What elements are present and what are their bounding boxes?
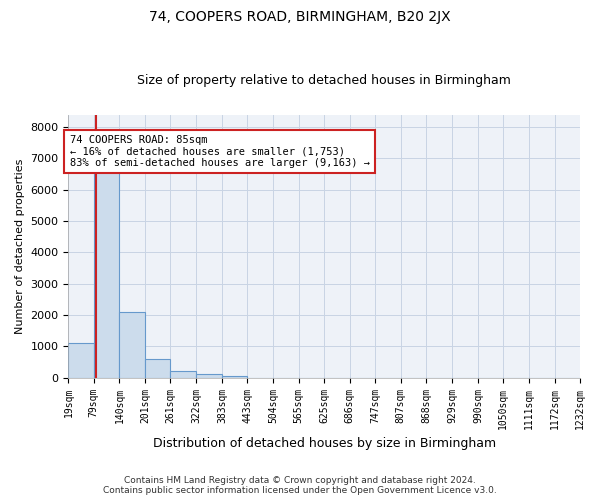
Text: 74, COOPERS ROAD, BIRMINGHAM, B20 2JX: 74, COOPERS ROAD, BIRMINGHAM, B20 2JX — [149, 10, 451, 24]
Bar — [196, 374, 222, 378]
Bar — [145, 360, 170, 378]
Text: Contains HM Land Registry data © Crown copyright and database right 2024.
Contai: Contains HM Land Registry data © Crown c… — [103, 476, 497, 495]
Y-axis label: Number of detached properties: Number of detached properties — [15, 158, 25, 334]
Bar — [94, 171, 119, 378]
X-axis label: Distribution of detached houses by size in Birmingham: Distribution of detached houses by size … — [152, 437, 496, 450]
Bar — [68, 344, 94, 378]
Title: Size of property relative to detached houses in Birmingham: Size of property relative to detached ho… — [137, 74, 511, 87]
Text: 74 COOPERS ROAD: 85sqm
← 16% of detached houses are smaller (1,753)
83% of semi-: 74 COOPERS ROAD: 85sqm ← 16% of detached… — [70, 135, 370, 168]
Bar — [119, 312, 145, 378]
Bar — [170, 370, 196, 378]
Bar — [222, 376, 247, 378]
